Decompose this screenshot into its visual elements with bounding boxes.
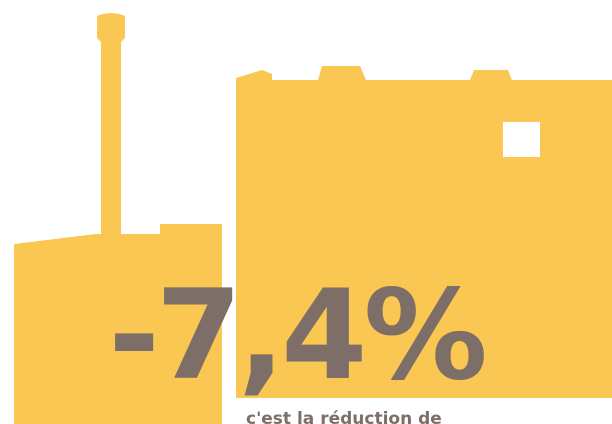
headline: -7,4% xyxy=(108,264,484,408)
window xyxy=(503,122,540,157)
caption: c'est la réduction de xyxy=(246,409,442,424)
infographic: -7,4% c'est la réduction de xyxy=(0,0,612,424)
page: -7,4% c'est la réduction de (() => { con… xyxy=(0,0,612,424)
chimney xyxy=(97,13,125,236)
